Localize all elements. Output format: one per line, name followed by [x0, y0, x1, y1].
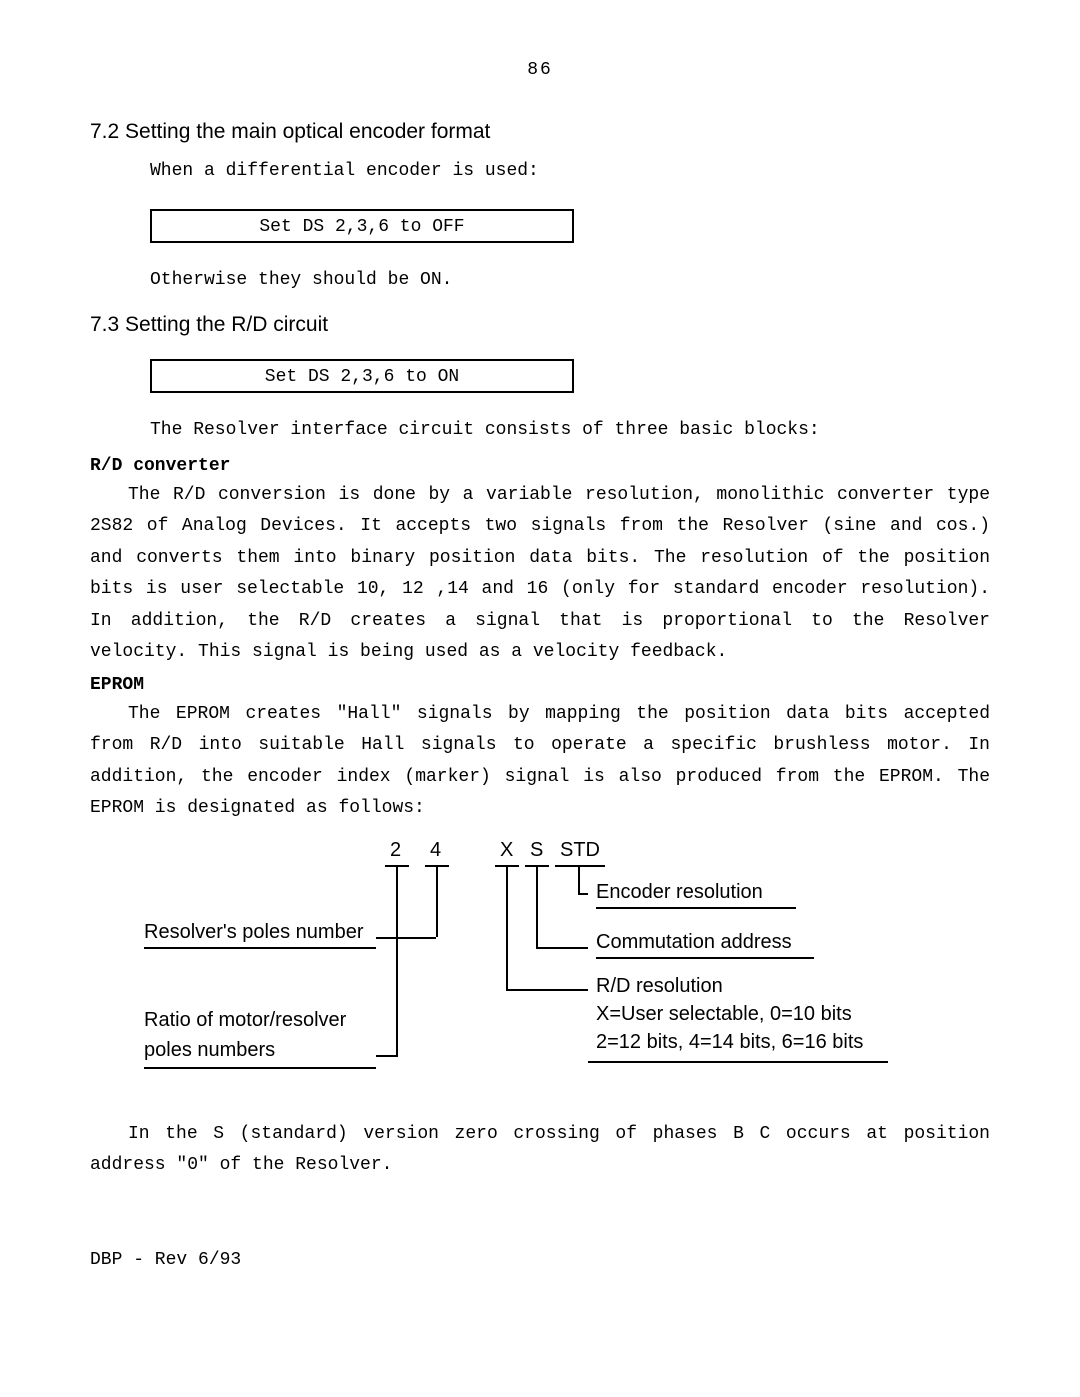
closing-para: In the S (standard) version zero crossin… — [90, 1119, 990, 1182]
section-7-2-box: Set DS 2,3,6 to OFF — [150, 209, 574, 243]
label-rd-resolution: R/D resolution — [596, 975, 723, 998]
rd-converter-para: The R/D conversion is done by a variable… — [90, 480, 990, 669]
stem-s — [536, 865, 538, 947]
section-7-2-line2: Otherwise they should be ON. — [150, 265, 990, 296]
label-rd-res-line3: 2=12 bits, 4=14 bits, 6=16 bits — [596, 1031, 863, 1054]
section-7-3-intro: The Resolver interface circuit consists … — [150, 415, 990, 446]
code-std: STD — [560, 839, 600, 862]
label-commutation-address: Commutation address — [596, 931, 792, 954]
stem-std — [578, 865, 580, 893]
tick — [555, 865, 605, 867]
label-ratio-line2: poles numbers — [144, 1039, 275, 1062]
underline — [144, 1067, 376, 1069]
label-ratio-line1: Ratio of motor/resolver — [144, 1009, 346, 1032]
code-x: X — [500, 839, 513, 862]
eprom-heading: EPROM — [90, 675, 990, 695]
elbow — [578, 893, 588, 895]
section-7-3-box: Set DS 2,3,6 to ON — [150, 359, 574, 393]
section-7-2-line1: When a differential encoder is used: — [150, 156, 990, 187]
code-4: 4 — [430, 839, 441, 862]
label-encoder-resolution: Encoder resolution — [596, 881, 763, 904]
elbow — [376, 1055, 398, 1057]
label-resolver-poles: Resolver's poles number — [144, 921, 376, 944]
rd-converter-heading: R/D converter — [90, 456, 990, 476]
document-page: 86 7.2 Setting the main optical encoder … — [0, 0, 1080, 1300]
underline — [596, 957, 814, 959]
elbow — [376, 937, 436, 939]
eprom-para: The EPROM creates "Hall" signals by mapp… — [90, 699, 990, 825]
underline — [596, 907, 796, 909]
code-s: S — [530, 839, 543, 862]
stem-x — [506, 865, 508, 989]
label-rd-res-line2: X=User selectable, 0=10 bits — [596, 1003, 852, 1026]
eprom-designation-diagram: 2 4 X S STD Encoder resolution Commutati… — [130, 839, 950, 1099]
stem-4 — [436, 865, 438, 937]
underline — [588, 1061, 888, 1063]
elbow — [506, 989, 588, 991]
section-7-2-heading: 7.2 Setting the main optical encoder for… — [90, 120, 990, 144]
stem-2 — [396, 865, 398, 1055]
section-7-3-heading: 7.3 Setting the R/D circuit — [90, 313, 990, 337]
elbow — [536, 947, 588, 949]
underline — [144, 947, 376, 949]
code-2: 2 — [390, 839, 401, 862]
page-number: 86 — [90, 60, 990, 80]
footer-rev: DBP - Rev 6/93 — [90, 1250, 241, 1270]
